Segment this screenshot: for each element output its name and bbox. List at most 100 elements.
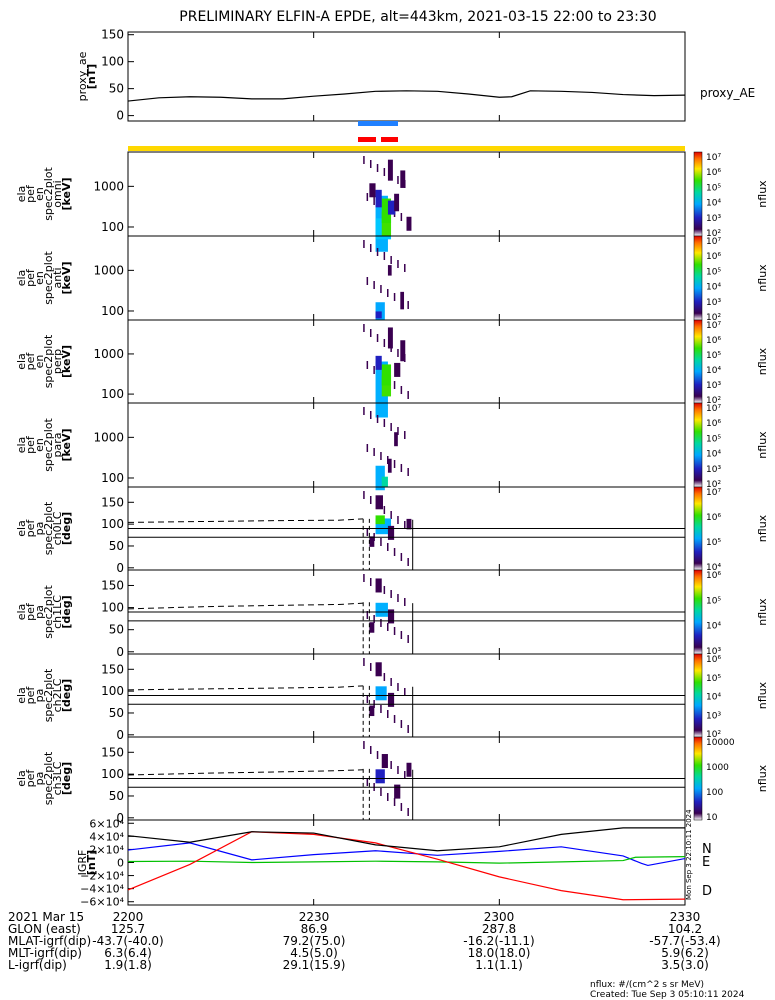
colorbar-label: 100 [706, 788, 723, 798]
footer-created: Created: Tue Sep 3 05:10:11 2024 [590, 990, 745, 1000]
colorbar-gradient [693, 319, 703, 404]
spectrogram-streak [390, 590, 392, 598]
ephemeris-value: 5.9(6.2) [661, 946, 709, 960]
spectrogram-cell [381, 754, 388, 769]
spectrogram-streak [366, 528, 369, 536]
y-tick-label: 0 [116, 645, 124, 659]
colorbar-label: 10⁴ [706, 450, 721, 460]
spectrogram-streak [407, 301, 409, 309]
science-zone-red-bar-2 [381, 137, 398, 142]
y-tick-label: 1000 [93, 430, 124, 444]
colorbar-label: 10⁴ [706, 199, 721, 209]
spectrogram-streak [397, 427, 399, 435]
y-tick-label: 100 [101, 220, 124, 234]
panel-frame [127, 235, 686, 321]
ephemeris-row-label: MLAT-igrf(dip) [8, 934, 91, 948]
y-axis-label-line: spec2plot [42, 251, 55, 305]
spectrogram-streak [366, 695, 369, 703]
spectrogram-cell [375, 769, 385, 784]
y-axis-label-line: en [33, 271, 46, 285]
y-tick-label: 1000 [93, 263, 124, 277]
igrf-legend-n: N [702, 842, 712, 857]
colorbar-gradient [693, 736, 703, 821]
y-axis-label-line: [nT] [85, 850, 98, 875]
colorbar-title: nflux [756, 180, 769, 208]
colorbar-label: 10 [706, 813, 718, 823]
spectrogram-cell [406, 762, 412, 777]
colorbar-ch1LC: 10⁶ 10⁵ 10⁴ 10³ nflux [693, 569, 769, 657]
spectrogram-streak [407, 391, 409, 399]
y-tick-label: 100 [101, 684, 124, 698]
y-axis-label-line: ch0LC [51, 511, 64, 545]
colorbar-gradient [693, 235, 703, 321]
spectrogram-streak [390, 678, 392, 686]
colorbar-label: 10⁵ [706, 183, 721, 193]
y-tick-label: 100 [101, 767, 124, 781]
y-axis-label-line: ela [15, 770, 28, 787]
x-tick-label: 2200 [113, 910, 144, 924]
panel-frame [127, 819, 686, 906]
y-tick-label: 0 [116, 811, 124, 825]
y-axis-label-line: pef [24, 686, 37, 705]
spectrogram-streak [400, 631, 403, 639]
ephemeris-table: 2021 Mar 15 2200 2230 2300 2330 GLON (east)… [8, 910, 721, 972]
spectrogram-streak [373, 366, 375, 374]
y-axis-label-line: spec2plot [42, 585, 55, 639]
ephemeris-value: 1.9(1.8) [104, 958, 152, 972]
colorbar-label: 10⁷ [706, 321, 721, 331]
science-zone-white-mark [377, 137, 380, 142]
y-axis-label-line: anti [51, 267, 64, 288]
spectrogram-streak [387, 543, 389, 551]
spectrogram-streak [380, 452, 382, 460]
spectrogram-streak [393, 548, 396, 556]
colorbar-title: nflux [756, 264, 769, 292]
orbit-coverage-bar [128, 146, 685, 151]
y-axis-label-line: [keV] [60, 428, 73, 461]
spectrogram-streak [366, 444, 369, 452]
spectrogram-streak [397, 766, 399, 774]
y-axis-label-line: [deg] [60, 679, 73, 712]
y-axis-label-line: spec2plot [42, 751, 55, 805]
spectrogram-streak [393, 381, 396, 389]
spectrogram-cell [400, 340, 406, 362]
y-axis-label: proxy_ae[nT] [76, 51, 98, 101]
colorbar-label: 10⁵ [706, 538, 721, 548]
y-axis-label-line: pa [33, 522, 46, 536]
spectrogram-streak [369, 496, 372, 504]
ephemeris-value: 3.5(3.0) [661, 958, 709, 972]
colorbar-title: nflux [756, 681, 769, 709]
spectrogram-perp [363, 324, 409, 418]
y-axis-label-line: pef [24, 602, 37, 621]
spectrogram-streak [369, 578, 372, 586]
spectrogram-streak [366, 778, 369, 786]
ephemeris-row-label: L-igrf(dip) [8, 958, 67, 972]
ephemeris-value: 29.1(15.9) [283, 958, 346, 972]
colorbar-label: 10⁴ [706, 283, 721, 293]
spectrogram-streak [393, 460, 396, 468]
spectrogram-streak [400, 213, 403, 221]
loss-cone-line [127, 602, 364, 610]
spectrogram-streak [366, 277, 369, 285]
spectrogram-streak [393, 715, 396, 723]
y-tick-label: −4×10⁴ [80, 883, 124, 896]
spectrogram-cell [387, 525, 395, 540]
y-axis-label-line: ch1LC [51, 595, 64, 629]
ephemeris-value: 1.1(1.1) [475, 958, 523, 972]
y-tick-label: 100 [101, 387, 124, 401]
y-tick-label: 4×10⁴ [89, 830, 124, 843]
y-tick-label: 1000 [93, 179, 124, 193]
y-axis-label-line: [deg] [60, 512, 73, 545]
series-d [127, 831, 686, 901]
colorbar-ch0LC: 10⁷ 10⁶ 10⁵ 10⁴ nflux [693, 486, 769, 573]
spectrogram-streak [373, 197, 375, 205]
footer-units: nflux: #/(cm^2 s sr MeV) [590, 980, 704, 990]
ephemeris-value: 287.8 [482, 922, 516, 936]
spectrogram-cell [387, 609, 395, 624]
